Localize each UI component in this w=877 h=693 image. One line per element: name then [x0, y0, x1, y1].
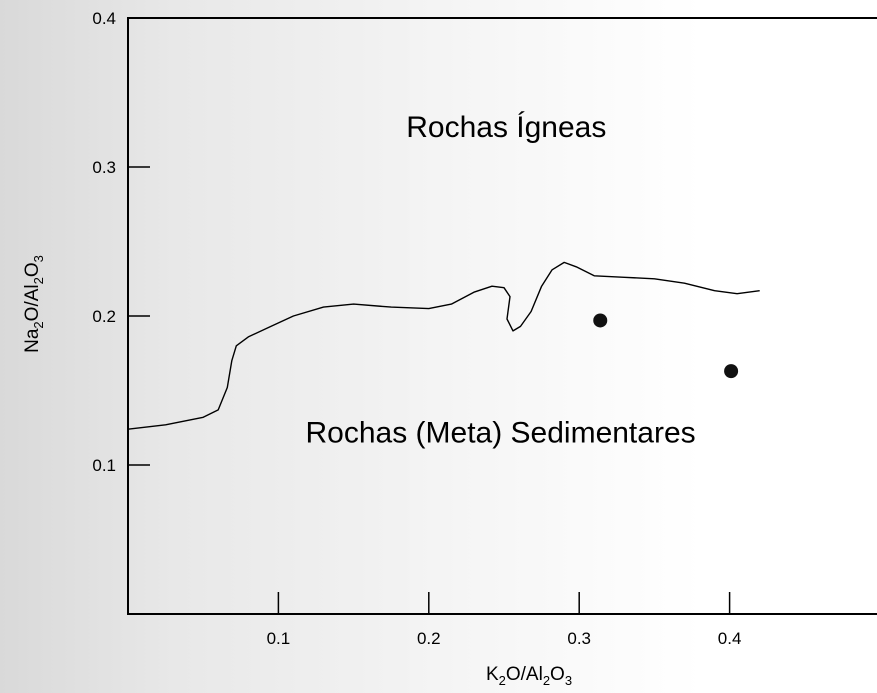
data-point — [593, 313, 608, 328]
data-point — [724, 364, 739, 379]
plot-frame — [127, 17, 877, 615]
data-points — [593, 313, 739, 379]
y-axis-title-group: Na2O/Al2O3 — [22, 255, 46, 353]
boundary — [127, 261, 760, 430]
y-axis-title: Na2O/Al2O3 — [22, 255, 46, 353]
x-tick-label: 0.3 — [567, 629, 591, 648]
y-tick-label: 0.4 — [92, 9, 116, 28]
ticks: 0.1 0.2 0.3 0.4 0.1 0.2 0.3 0.4 — [92, 9, 741, 648]
region-label-sedimentary: Rochas (Meta) Sedimentares — [305, 417, 695, 450]
x-tick-label: 0.2 — [417, 629, 441, 648]
x-axis-title: K2O/Al2O3 — [486, 664, 572, 688]
y-tick-label: 0.2 — [92, 307, 116, 326]
igneous-sedimentary-boundary-line — [127, 261, 760, 430]
region-label-igneous: Rochas Ígneas — [406, 111, 606, 144]
y-tick-label: 0.1 — [92, 456, 116, 475]
x-tick-label: 0.4 — [718, 629, 742, 648]
x-tick-label: 0.1 — [267, 629, 291, 648]
labels: Rochas Ígneas Rochas (Meta) Sedimentares K… — [22, 111, 696, 688]
axes — [127, 17, 877, 615]
y-tick-label: 0.3 — [92, 158, 116, 177]
